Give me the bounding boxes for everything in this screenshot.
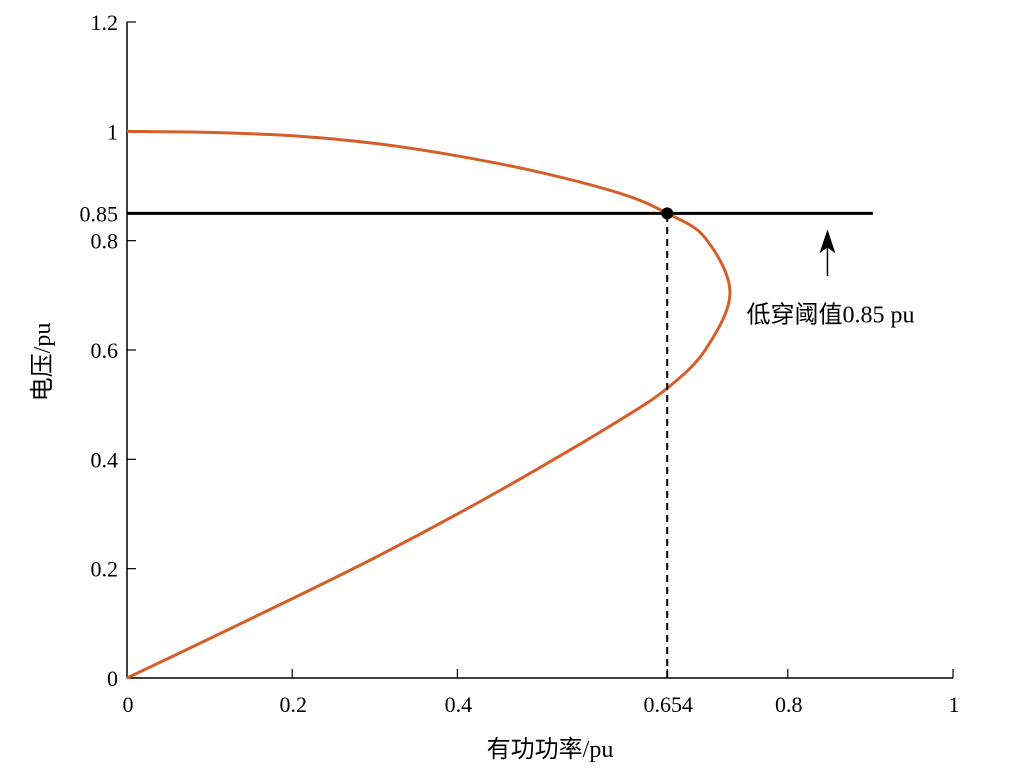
y-tick-label: 0	[107, 666, 118, 691]
y-tick-label: 0.2	[91, 557, 119, 582]
y-tick-label: 0.4	[91, 447, 119, 472]
y-tick-label: 0.6	[91, 338, 119, 363]
y-tick-label: 0.85	[80, 201, 119, 226]
x-tick-label: 0.654	[643, 692, 693, 717]
x-axis-label: 有功功率/pu	[487, 736, 614, 763]
threshold-annotation: 低穿阈值0.85 pu	[747, 301, 915, 328]
y-tick-label: 1	[107, 119, 118, 144]
plot-area	[126, 129, 873, 680]
x-tick-label: 0.2	[279, 692, 307, 717]
y-axis-label: 电压/pu	[29, 323, 56, 402]
annotation-arrow-head	[819, 229, 836, 254]
x-tick-label: 1	[949, 692, 960, 717]
y-tick-label: 0.8	[91, 229, 119, 254]
intersection-marker	[661, 207, 674, 220]
x-tick-label: 0.4	[445, 692, 473, 717]
pv-curve	[126, 129, 732, 680]
x-tick-label: 0.8	[775, 692, 803, 717]
y-tick-label: 1.2	[91, 10, 119, 35]
x-tick-label: 0	[123, 692, 134, 717]
axes: 0 0.2 0.4 0.654 0.8 1 0 0.2 0.4 0.6 0.8 0.85 1 1.2	[80, 10, 960, 717]
